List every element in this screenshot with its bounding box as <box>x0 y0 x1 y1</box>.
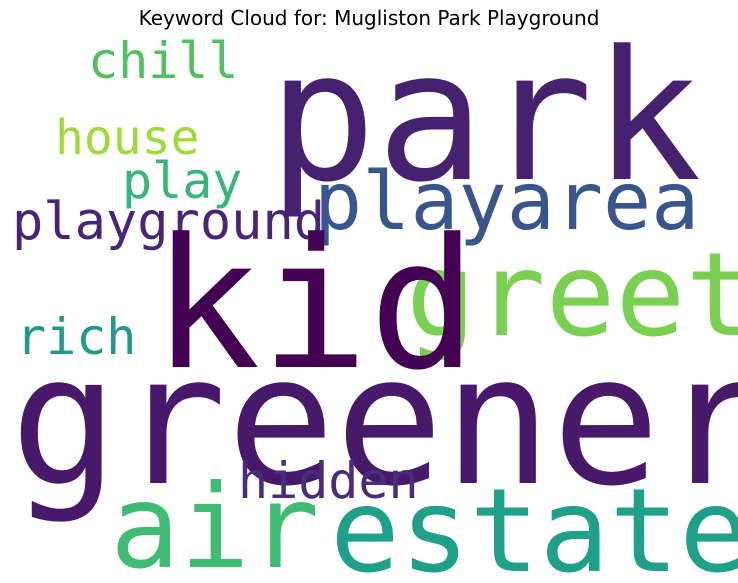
word-playarea: playarea <box>314 155 700 248</box>
word-air: air <box>110 460 320 583</box>
word-chill: chill <box>88 32 239 90</box>
word-house: house <box>55 110 200 166</box>
cloud-title: Keyword Cloud for: Mugliston Park Playgr… <box>138 6 600 30</box>
word-park: park <box>268 13 702 222</box>
word-rich: rich <box>16 308 137 366</box>
word-hidden: hidden <box>238 452 419 510</box>
word-greet: greet <box>406 228 738 363</box>
word-kid: kid <box>152 201 478 410</box>
word-playground: playground <box>12 192 326 252</box>
word-play: play <box>122 152 243 210</box>
word-greenery: greenery <box>10 317 738 526</box>
word-estate: estate <box>330 464 738 583</box>
